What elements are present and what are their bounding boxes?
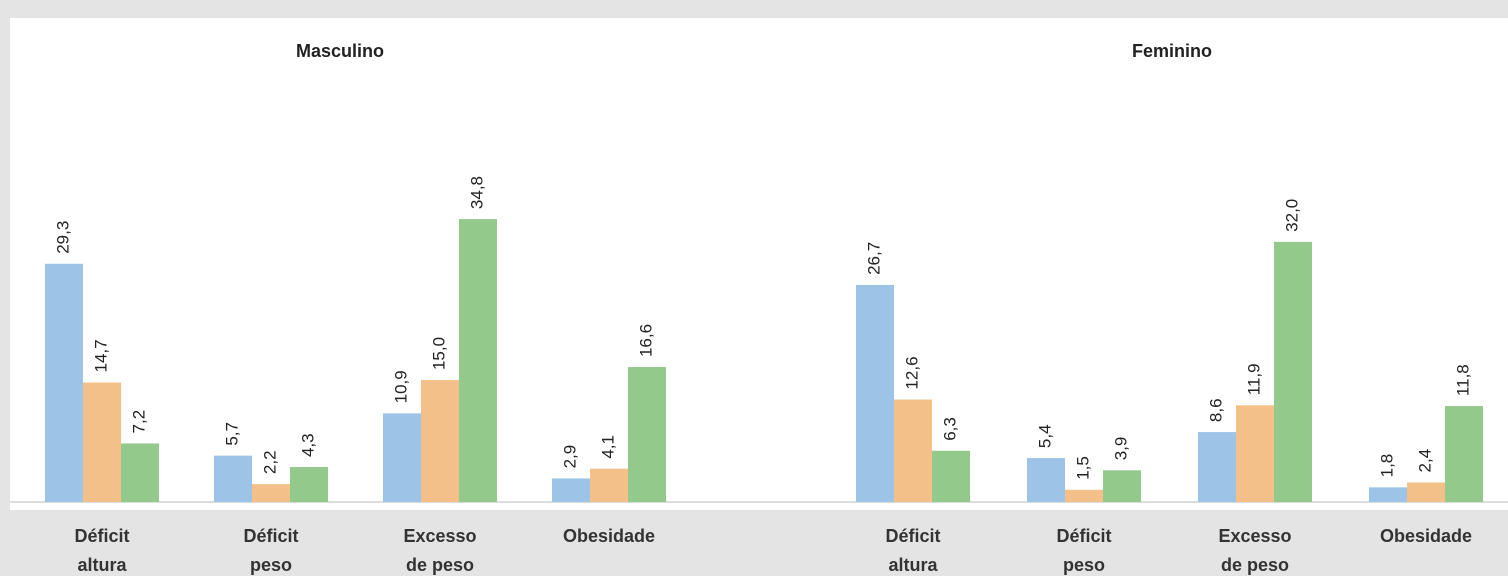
bar	[1445, 406, 1483, 502]
data-label: 2,9	[560, 445, 579, 469]
bar	[1103, 470, 1141, 502]
bar	[1369, 487, 1407, 502]
data-label: 11,8	[1453, 364, 1472, 396]
bar	[214, 455, 252, 502]
data-label: 11,9	[1244, 363, 1263, 395]
data-label: 4,3	[298, 433, 317, 457]
bar	[252, 484, 290, 502]
x-tick-label: peso	[1063, 555, 1105, 575]
data-label: 4,1	[598, 435, 617, 459]
bar	[421, 380, 459, 502]
data-label: 32,0	[1282, 199, 1301, 232]
bar	[83, 382, 121, 502]
data-label: 2,2	[260, 450, 279, 474]
data-label: 1,5	[1073, 456, 1092, 480]
data-label: 5,7	[222, 422, 241, 446]
bar	[121, 443, 159, 502]
bar	[459, 219, 497, 503]
bar	[383, 413, 421, 502]
bar	[590, 468, 628, 502]
bar	[1027, 458, 1065, 502]
bar	[45, 263, 83, 502]
data-label: 6,3	[940, 417, 959, 441]
data-label: 5,4	[1035, 424, 1054, 448]
data-label: 8,6	[1206, 398, 1225, 422]
panel-title: Feminino	[1132, 41, 1212, 61]
x-tick-label: peso	[250, 555, 292, 575]
x-tick-label: Déficit	[1056, 526, 1111, 546]
x-tick-label: de peso	[1221, 555, 1289, 575]
data-label: 1,8	[1377, 454, 1396, 478]
data-label: 29,3	[53, 221, 72, 254]
x-tick-label: Excesso	[1218, 526, 1291, 546]
x-tick-label: altura	[77, 555, 127, 575]
data-label: 2,4	[1415, 449, 1434, 473]
data-label: 7,2	[129, 410, 148, 434]
bar	[1236, 405, 1274, 502]
x-tick-label: Déficit	[243, 526, 298, 546]
x-tick-label: Obesidade	[563, 526, 655, 546]
data-label: 14,7	[91, 339, 110, 372]
x-tick-label: altura	[888, 555, 938, 575]
bar	[552, 478, 590, 502]
bar	[628, 367, 666, 502]
x-tick-label: Déficit	[74, 526, 129, 546]
x-tick-label: Excesso	[403, 526, 476, 546]
data-label: 16,6	[636, 324, 655, 357]
data-label: 34,8	[467, 176, 486, 209]
data-label: 10,9	[391, 370, 410, 403]
x-tick-label: de peso	[406, 555, 474, 575]
data-label: 26,7	[864, 242, 883, 275]
bar	[1065, 489, 1103, 502]
data-label: 3,9	[1111, 437, 1130, 461]
x-tick-label: Déficit	[885, 526, 940, 546]
bar	[1274, 241, 1312, 502]
bar	[1198, 432, 1236, 502]
bar	[894, 399, 932, 502]
data-label: 12,6	[902, 356, 921, 389]
panel-title: Masculino	[296, 41, 384, 61]
bar	[290, 467, 328, 502]
bar	[856, 284, 894, 502]
x-tick-label: Obesidade	[1380, 526, 1472, 546]
data-label: 15,0	[429, 337, 448, 370]
bar	[1407, 482, 1445, 502]
bar	[932, 450, 970, 502]
